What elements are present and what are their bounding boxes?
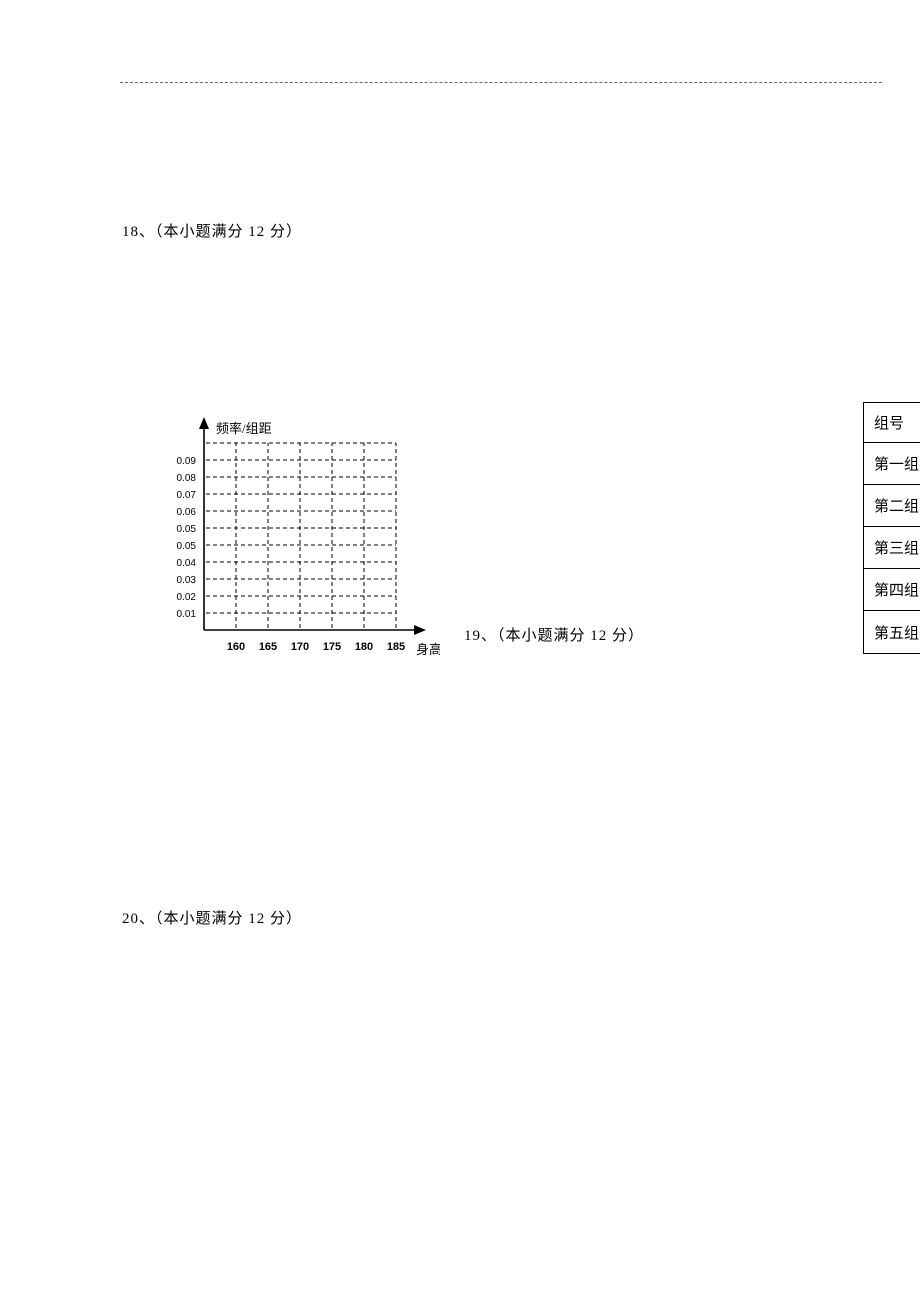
svg-text:0.07: 0.07 [177, 490, 197, 501]
question-19-heading: 19、（本小题满分 12 分） [464, 624, 644, 645]
svg-text:175: 175 [323, 641, 341, 653]
svg-text:165: 165 [259, 641, 277, 653]
svg-text:身高: 身高 [416, 642, 440, 657]
table-row: 第二组 [864, 485, 920, 527]
svg-text:频率/组距: 频率/组距 [216, 421, 272, 436]
table-row: 第四组 [864, 569, 920, 611]
question-18-heading: 18、（本小题满分 12 分） [122, 220, 302, 241]
svg-text:180: 180 [355, 641, 373, 653]
svg-text:0.04: 0.04 [177, 558, 197, 569]
svg-text:0.02: 0.02 [177, 592, 197, 603]
svg-text:0.05: 0.05 [177, 541, 197, 552]
table-row: 第一组 [864, 443, 920, 485]
svg-text:0.05: 0.05 [177, 524, 197, 535]
frequency-histogram-grid: 频率/组距身高 0.01 0.02 0.03 0.04 0.05 0.05 0.06 0.07 0… [150, 390, 440, 680]
svg-text:160: 160 [227, 641, 245, 653]
svg-text:0.09: 0.09 [177, 456, 197, 467]
group-table: 组号 第一组 第二组 第三组 第四组 第五组 [863, 402, 920, 654]
svg-text:0.06: 0.06 [177, 507, 197, 518]
svg-text:0.08: 0.08 [177, 473, 197, 484]
table-row: 第三组 [864, 527, 920, 569]
question-20-heading: 20、（本小题满分 12 分） [122, 907, 302, 928]
table-row: 第五组 [864, 611, 920, 653]
svg-text:170: 170 [291, 641, 309, 653]
svg-text:185: 185 [387, 641, 405, 653]
svg-text:0.03: 0.03 [177, 575, 197, 586]
group-table-header: 组号 [864, 403, 920, 443]
page-top-rule [120, 82, 882, 83]
svg-text:0.01: 0.01 [177, 609, 197, 620]
